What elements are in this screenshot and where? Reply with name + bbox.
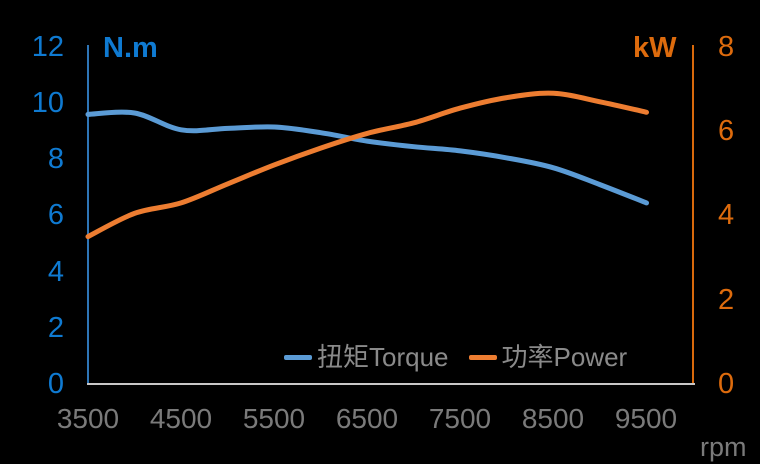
right-axis-tick-4: 4 xyxy=(718,199,735,231)
right-axis-title: kW xyxy=(633,32,677,64)
legend-item-power: 功率Power xyxy=(468,341,628,373)
left-axis-tick-2: 2 xyxy=(47,312,64,344)
left-axis-tick-12: 12 xyxy=(31,31,64,63)
left-axis-tick-4: 4 xyxy=(47,256,64,288)
left-axis-tick-6: 6 xyxy=(47,199,64,231)
right-axis-tick-0: 0 xyxy=(718,368,735,400)
x-axis-unit-label: rpm xyxy=(700,432,747,462)
x-axis-tick-4500: 4500 xyxy=(149,403,213,434)
power-curve xyxy=(85,90,649,240)
power-legend-line-icon xyxy=(468,354,497,360)
x-axis-tick-8500: 8500 xyxy=(521,403,585,434)
torque-curve xyxy=(85,109,649,206)
power-legend-label: 功率Power xyxy=(501,342,628,372)
x-axis-tick-7500: 7500 xyxy=(428,403,492,434)
left-axis-tick-10: 10 xyxy=(31,87,64,119)
left-axis-tick-8: 8 xyxy=(47,143,64,175)
left-axis-tick-0: 0 xyxy=(47,368,64,400)
left-axis-title: N.m xyxy=(103,32,158,64)
torque-legend-line-icon xyxy=(284,354,312,360)
x-axis-tick-3500: 3500 xyxy=(56,403,120,434)
right-axis-tick-2: 2 xyxy=(718,284,735,316)
x-axis-tick-5500: 5500 xyxy=(242,403,306,434)
x-axis-tick-6500: 6500 xyxy=(335,403,399,434)
torque-legend-label: 扭矩Torque xyxy=(317,342,449,372)
x-axis-tick-9500: 9500 xyxy=(614,403,678,434)
right-axis-tick-8: 8 xyxy=(718,31,735,63)
legend-item-torque: 扭矩Torque xyxy=(284,341,449,373)
legend: 扭矩Torque 功率Power xyxy=(284,341,627,373)
right-axis-tick-6: 6 xyxy=(718,115,735,147)
